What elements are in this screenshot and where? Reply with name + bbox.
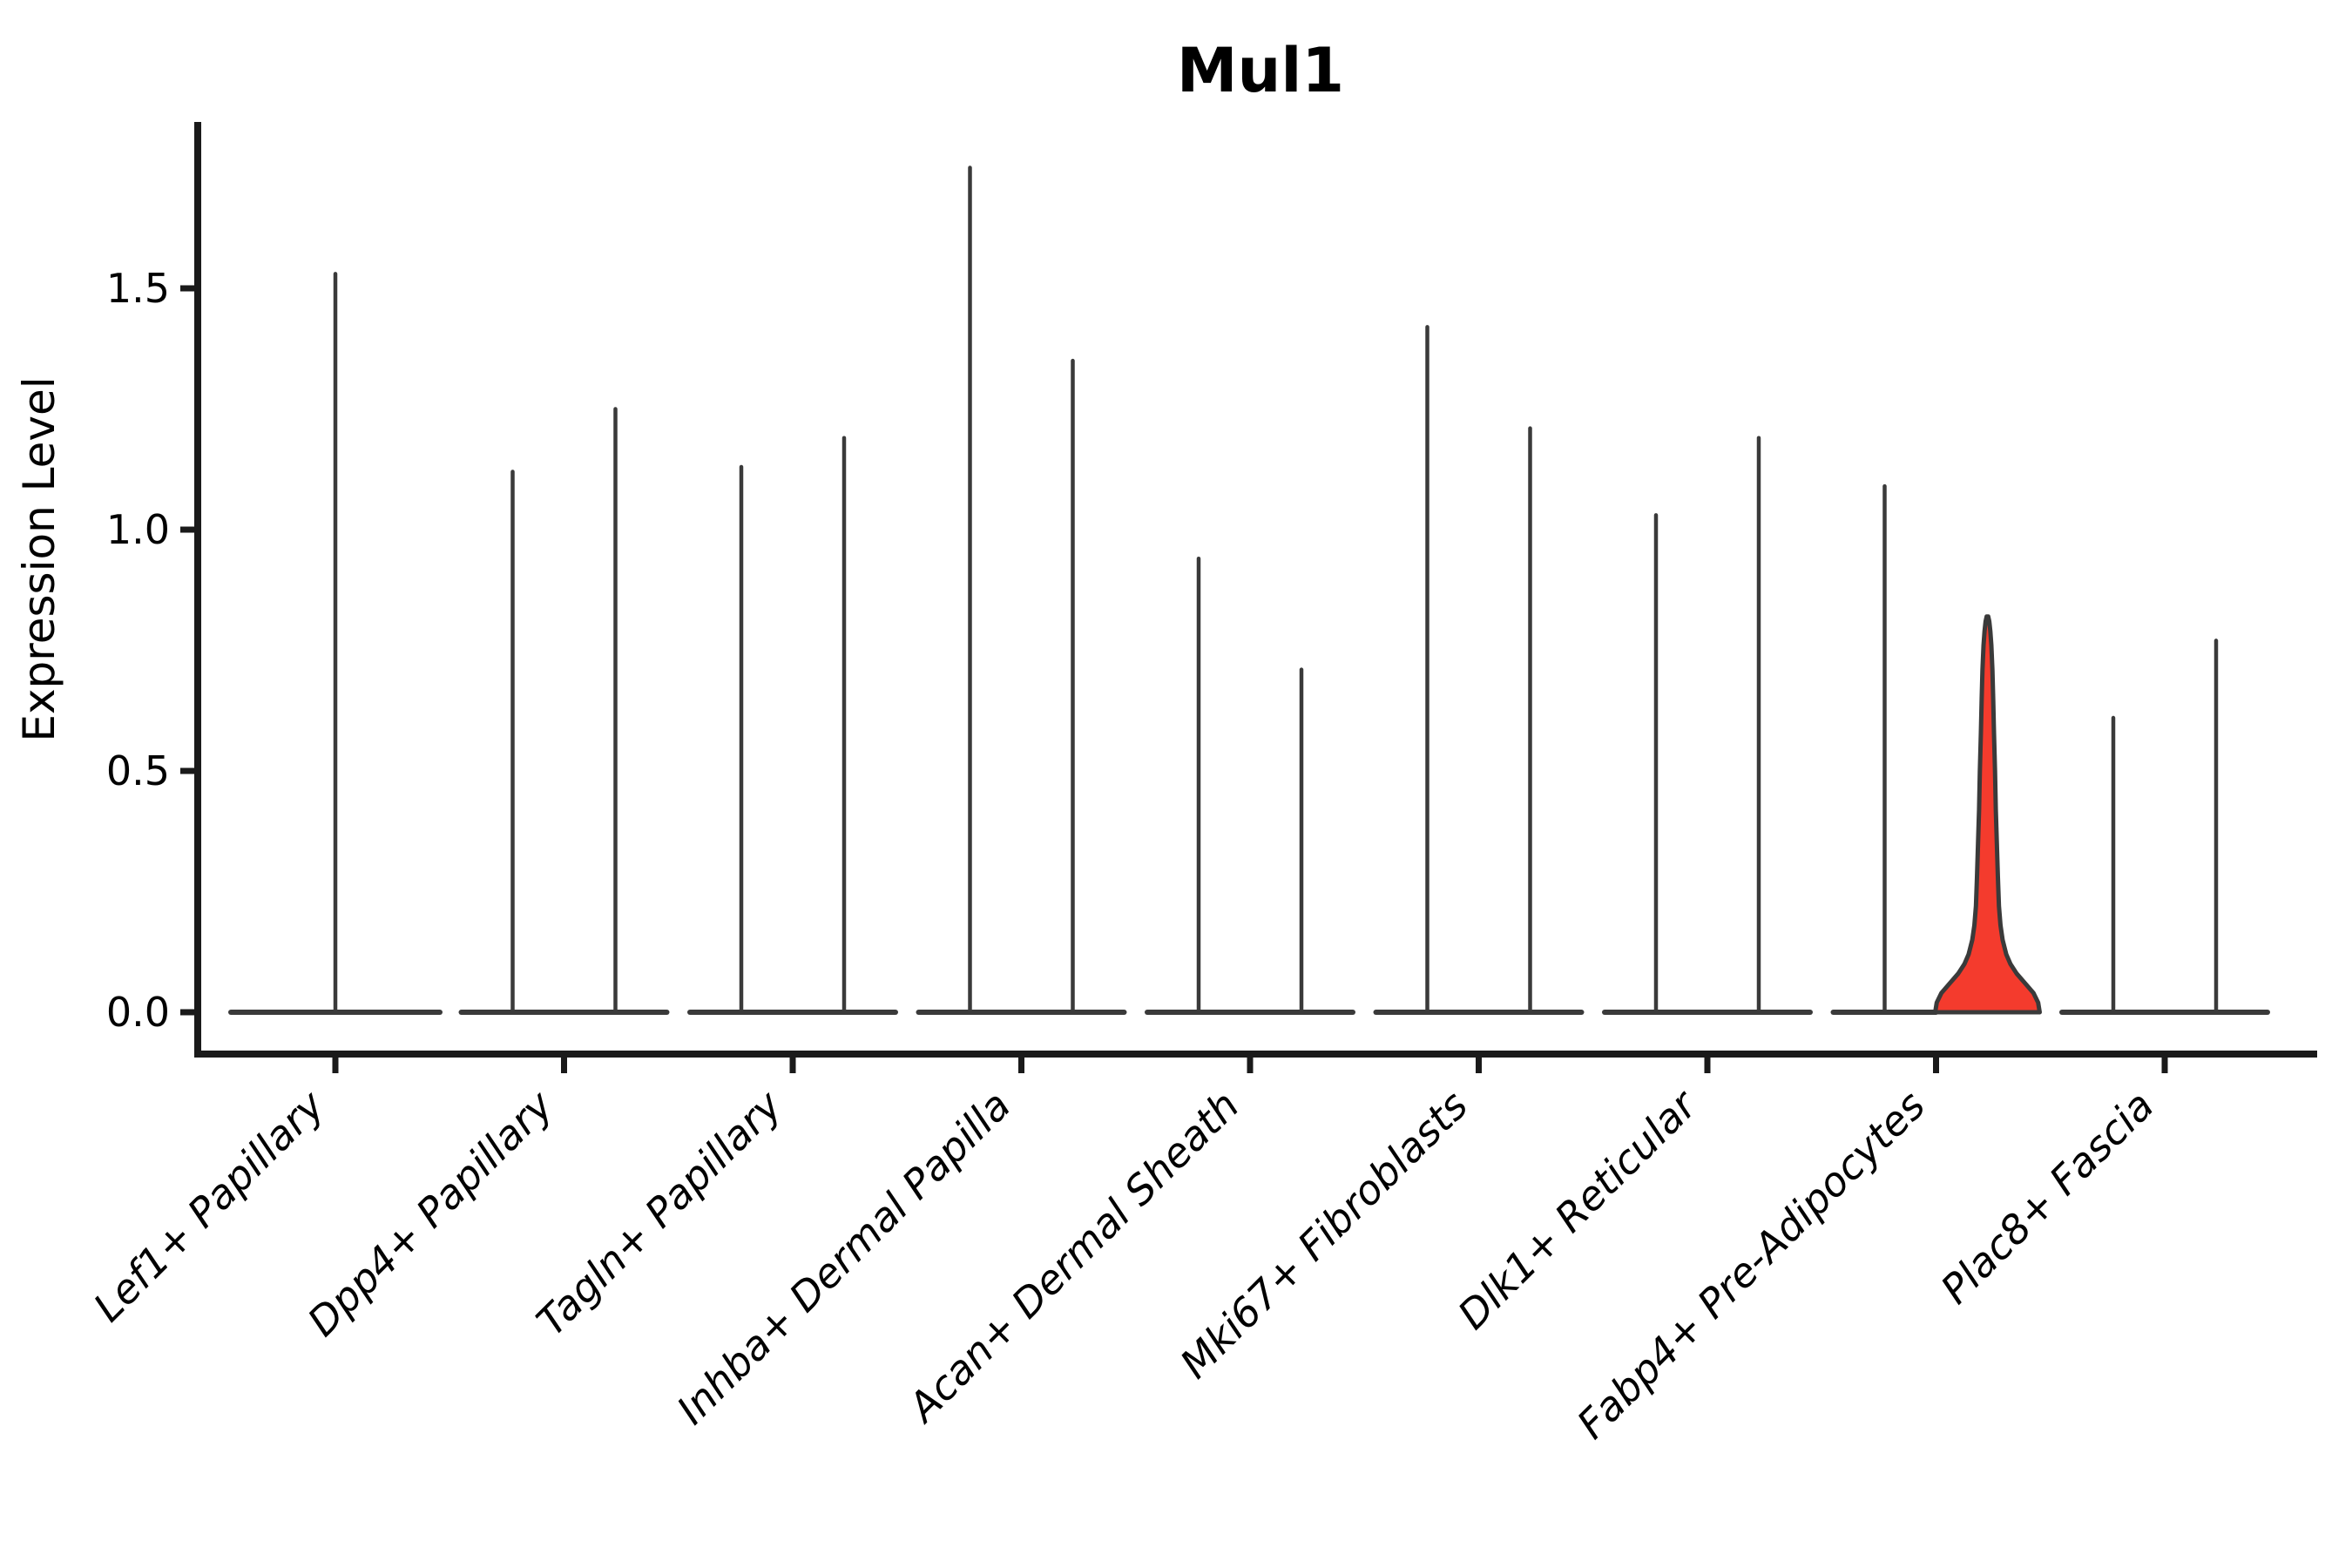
y-axis-label: Expression Level xyxy=(14,376,64,741)
x-tick-label: Dpp4+ Papillary xyxy=(299,1081,563,1345)
y-tick-label: 0.0 xyxy=(106,989,170,1036)
y-tick-label: 1.0 xyxy=(106,506,170,553)
highlighted-violin xyxy=(1933,614,2042,1015)
x-tick-label: Dlk1+ Reticular xyxy=(1449,1079,1707,1338)
y-tick-label: 1.5 xyxy=(106,265,170,312)
chart-title: Mul1 xyxy=(1177,35,1344,106)
y-tick-label: 0.5 xyxy=(106,747,170,794)
x-tick-label: Plac8+ Fascia xyxy=(1931,1082,2162,1313)
x-tick-label: Lef1+ Papillary xyxy=(84,1081,334,1330)
x-tick-label: Tagln+ Papillary xyxy=(527,1081,791,1345)
